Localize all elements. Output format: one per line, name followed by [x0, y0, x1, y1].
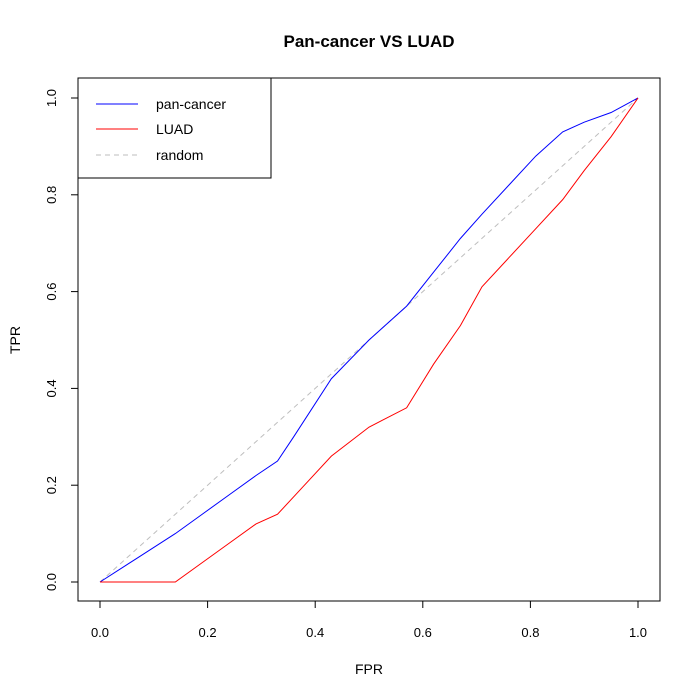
x-tick-label: 0.4 — [306, 625, 324, 640]
x-tick-label: 0.0 — [91, 625, 109, 640]
x-tick-label: 0.8 — [521, 625, 539, 640]
x-axis: 0.0 0.2 0.4 0.6 0.8 1.0 — [91, 600, 647, 640]
x-tick-label: 0.2 — [199, 625, 217, 640]
legend-label-pan-cancer: pan-cancer — [156, 96, 226, 112]
y-tick-label: 1.0 — [44, 89, 59, 107]
chart-title: Pan-cancer VS LUAD — [284, 32, 455, 51]
series-line-pan-cancer — [99, 97, 639, 583]
y-axis-label: TPR — [7, 326, 23, 354]
x-tick-label: 0.6 — [414, 625, 432, 640]
y-tick-label: 0.8 — [44, 186, 59, 204]
y-tick-label: 0.4 — [44, 379, 59, 397]
y-axis: 0.0 0.2 0.4 0.6 0.8 1.0 — [44, 89, 79, 591]
legend-box — [77, 77, 272, 179]
x-tick-label: 1.0 — [629, 625, 647, 640]
series-line-luad — [100, 97, 639, 583]
legend-label-random: random — [156, 147, 203, 163]
legend: pan-cancer LUAD random — [77, 77, 272, 179]
y-tick-label: 0.2 — [44, 476, 59, 494]
y-tick-label: 0.6 — [44, 283, 59, 301]
legend-items: pan-cancer LUAD random — [96, 96, 226, 163]
x-axis-label: FPR — [355, 661, 383, 677]
legend-label-luad: LUAD — [156, 121, 193, 137]
series-layer — [99, 97, 639, 583]
y-tick-label: 0.0 — [44, 573, 59, 591]
